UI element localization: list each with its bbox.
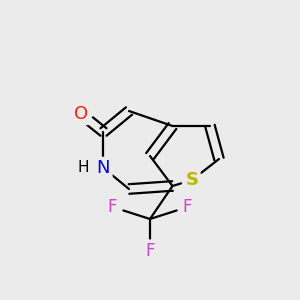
Text: F: F (108, 198, 117, 216)
Text: F: F (145, 242, 155, 260)
Text: H: H (77, 160, 89, 175)
Text: O: O (74, 105, 88, 123)
Text: N: N (97, 159, 110, 177)
Text: N: N (97, 159, 110, 177)
Text: F: F (183, 198, 192, 216)
Text: S: S (185, 171, 199, 189)
